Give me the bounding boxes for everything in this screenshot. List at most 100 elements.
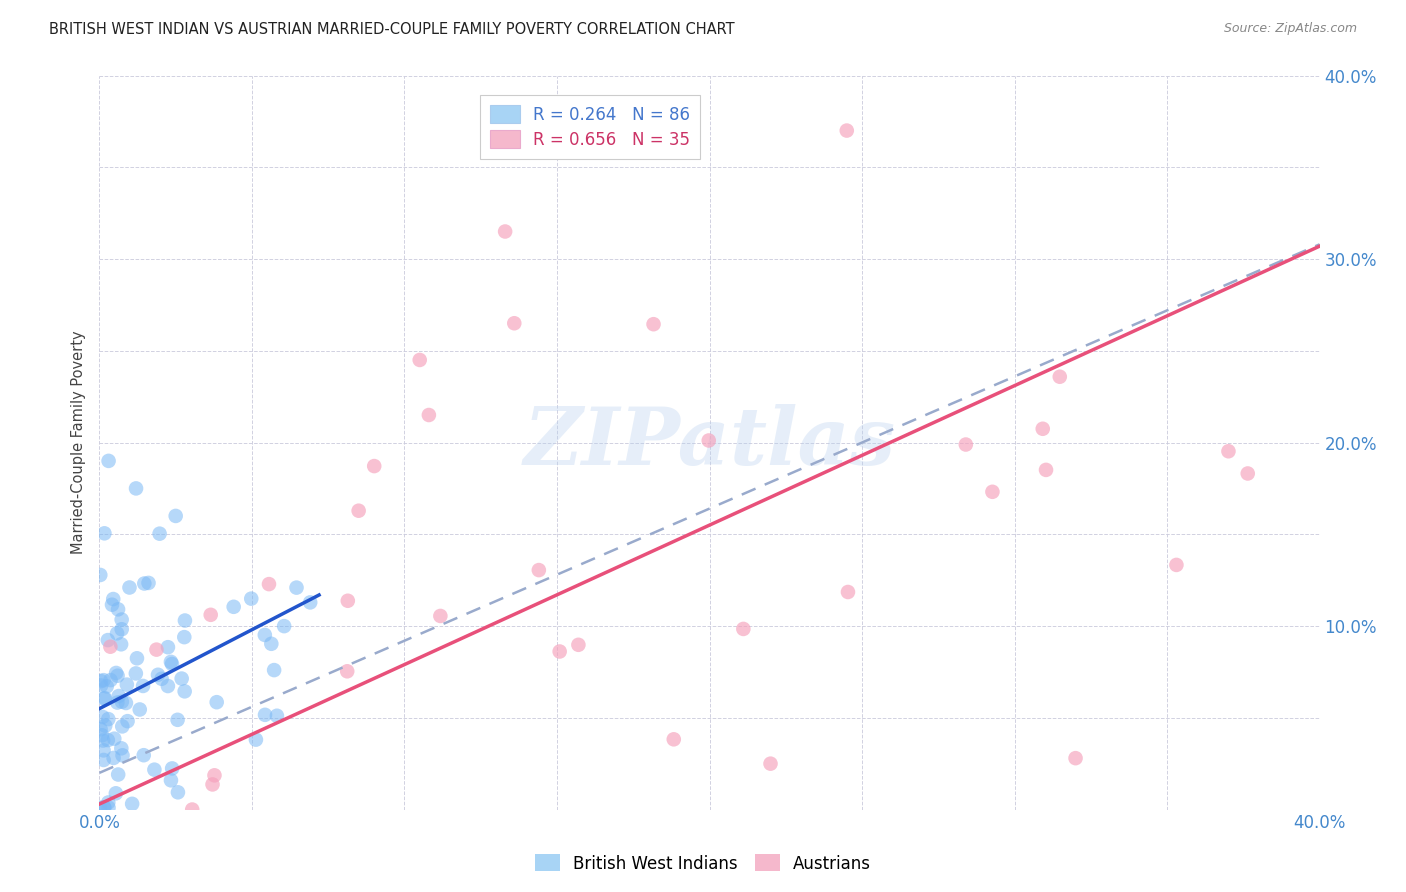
Point: [91, 728, 114, 742]
Point: [146, 667, 169, 681]
Point: [240, 591, 263, 606]
Point: [205, 695, 228, 709]
Point: [110, 741, 132, 756]
Point: [125, 482, 148, 496]
Point: [93, 800, 115, 814]
Point: [253, 628, 276, 642]
Point: [103, 592, 125, 607]
Point: [1035, 463, 1057, 477]
Point: [1218, 444, 1240, 458]
Point: [138, 575, 160, 590]
Point: [115, 678, 138, 692]
Point: [128, 702, 150, 716]
Point: [110, 637, 132, 651]
Point: [103, 731, 125, 746]
Point: [257, 577, 280, 591]
Point: [105, 626, 128, 640]
Point: [835, 123, 858, 137]
Point: [643, 317, 665, 331]
Point: [160, 657, 183, 671]
Point: [145, 642, 167, 657]
Point: [837, 585, 859, 599]
Point: [260, 637, 283, 651]
Point: [429, 609, 451, 624]
Point: [759, 756, 782, 771]
Point: [527, 563, 550, 577]
Point: [662, 732, 685, 747]
Point: [104, 786, 127, 800]
Point: [347, 504, 370, 518]
Point: [107, 689, 129, 703]
Point: [336, 665, 359, 679]
Point: [93, 673, 115, 688]
Point: [363, 459, 385, 474]
Point: [167, 785, 190, 799]
Point: [160, 773, 183, 788]
Point: [245, 732, 267, 747]
Point: [149, 526, 172, 541]
Point: [503, 316, 526, 330]
Point: [697, 434, 720, 448]
Point: [107, 669, 129, 683]
Point: [955, 437, 977, 451]
Point: [156, 679, 179, 693]
Point: [118, 581, 141, 595]
Point: [94, 691, 117, 706]
Point: [263, 663, 285, 677]
Point: [150, 672, 173, 686]
Point: [93, 753, 115, 767]
Point: [201, 777, 224, 791]
Point: [160, 761, 183, 775]
Point: [173, 630, 195, 644]
Point: [111, 613, 134, 627]
Point: [409, 353, 432, 368]
Y-axis label: Married-Couple Family Poverty: Married-Couple Family Poverty: [72, 331, 86, 554]
Point: [121, 797, 143, 811]
Point: [981, 484, 1004, 499]
Point: [285, 581, 308, 595]
Point: [134, 576, 156, 591]
Point: [91, 733, 114, 747]
Point: [94, 719, 117, 733]
Text: BRITISH WEST INDIAN VS AUSTRIAN MARRIED-COUPLE FAMILY POVERTY CORRELATION CHART: BRITISH WEST INDIAN VS AUSTRIAN MARRIED-…: [49, 22, 735, 37]
Point: [166, 713, 188, 727]
Point: [253, 707, 276, 722]
Point: [90, 679, 112, 693]
Point: [97, 454, 120, 468]
Point: [125, 651, 148, 665]
Point: [97, 796, 120, 810]
Point: [97, 633, 120, 648]
Point: [222, 599, 245, 614]
Point: [117, 714, 139, 728]
Text: Source: ZipAtlas.com: Source: ZipAtlas.com: [1223, 22, 1357, 36]
Point: [548, 644, 571, 658]
Point: [156, 640, 179, 655]
Point: [1032, 422, 1054, 436]
Point: [299, 595, 322, 609]
Point: [93, 691, 115, 706]
Point: [165, 508, 187, 523]
Point: [93, 526, 115, 541]
Point: [93, 743, 115, 757]
Point: [89, 568, 111, 582]
Point: [100, 640, 122, 654]
Point: [143, 763, 166, 777]
Point: [204, 768, 226, 782]
Point: [111, 695, 134, 709]
Point: [103, 751, 125, 765]
Point: [733, 622, 755, 636]
Legend: British West Indians, Austrians: British West Indians, Austrians: [529, 847, 877, 880]
Point: [105, 696, 128, 710]
Point: [105, 665, 128, 680]
Point: [91, 710, 114, 724]
Point: [115, 696, 138, 710]
Point: [266, 708, 288, 723]
Point: [132, 679, 155, 693]
Point: [107, 767, 129, 781]
Point: [174, 614, 197, 628]
Point: [101, 598, 124, 612]
Point: [132, 748, 155, 763]
Point: [89, 800, 111, 814]
Point: [181, 803, 204, 817]
Point: [90, 723, 112, 737]
